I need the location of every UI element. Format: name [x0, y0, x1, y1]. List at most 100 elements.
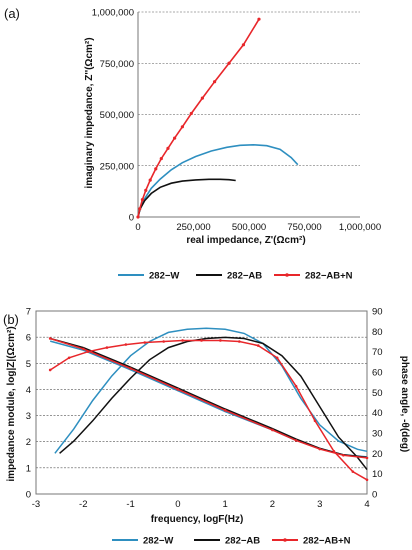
- phase-point: [86, 350, 90, 353]
- series-0: [137, 143, 299, 218]
- left-y-axis-title: impedance module, log|Z|(Ωcm²): [6, 326, 17, 481]
- x-tick-label: -2: [79, 499, 87, 510]
- phase-line: [54, 327, 368, 454]
- left-y-tick-label: 6: [26, 333, 31, 344]
- modulus-point: [176, 388, 180, 391]
- modulus-point: [81, 347, 85, 351]
- left-y-tick-label: 4: [26, 385, 31, 396]
- phase-point: [238, 340, 241, 343]
- right-y-axis-title: phase angle, -θ(deg): [399, 356, 410, 453]
- data-point: [241, 43, 246, 47]
- phase-point: [219, 339, 222, 342]
- right-y-tick-label: 30: [372, 429, 383, 440]
- x-tick-label: 250,000: [176, 222, 210, 233]
- nyquist-plot: (a) imaginary impedance, Z''(Ωcm²) real …: [4, 6, 381, 282]
- data-point: [173, 136, 177, 140]
- x-tick-label: 2: [270, 499, 275, 510]
- plot-frame: [35, 310, 368, 495]
- legend-label: 282−W: [149, 271, 179, 282]
- left-y-tick-label: 2: [26, 437, 31, 448]
- panel-a-label: (a): [4, 6, 20, 21]
- y-tick-label: 750,000: [100, 59, 134, 70]
- legend-item: 282−AB+N: [274, 271, 353, 282]
- phase-point: [275, 356, 279, 360]
- right-y-tick-label: 20: [372, 449, 383, 460]
- gridlines: [138, 11, 360, 167]
- legend: 282−W 282−AB 282−AB+N: [112, 536, 351, 547]
- phase-point: [67, 356, 71, 360]
- data-series: [136, 17, 299, 219]
- data-point: [166, 146, 170, 150]
- series-2: [136, 17, 261, 219]
- modulus-line: [50, 340, 368, 458]
- x-tick-label: 0: [175, 499, 180, 510]
- phase-line: [59, 336, 368, 471]
- legend-item: 282−AB: [196, 271, 262, 282]
- phase-point: [143, 341, 147, 344]
- phase-point: [294, 384, 298, 388]
- y-axis-title: imaginary impedance, Z''(Ωcm²): [84, 37, 95, 188]
- phase-point: [351, 470, 355, 473]
- data-point: [257, 17, 261, 21]
- tick-labels: 00 250,000 250,000 500,000 500,000 750,000 750…: [92, 8, 381, 234]
- modulus-point: [342, 454, 345, 457]
- x-tick-label: 1: [222, 499, 227, 510]
- x-tick-label: 4: [364, 499, 369, 510]
- data-point: [136, 215, 140, 219]
- bode-plot: (b) impedance module, log|Z|(Ωcm²) phase…: [3, 307, 410, 547]
- phase-point: [124, 343, 128, 346]
- legend-item: 282−AB: [194, 536, 260, 547]
- modulus-point: [48, 337, 52, 340]
- series-line: [137, 143, 299, 218]
- x-tick-label: -3: [32, 499, 40, 510]
- right-y-tick-label: 70: [372, 347, 383, 358]
- x-axis-title: real impedance, Z'(Ωcm²): [186, 235, 305, 246]
- legend-item: 282−W: [112, 536, 173, 547]
- left-y-tick-label: 7: [26, 307, 31, 318]
- left-y-tick-label: 3: [26, 411, 31, 422]
- right-y-tick-label: 10: [372, 469, 383, 480]
- series-1: [137, 178, 236, 218]
- right-y-tick-label: 0: [372, 490, 377, 501]
- phase-point: [105, 346, 109, 349]
- x-tick-label: 500,000: [232, 222, 266, 233]
- legend-marker: [285, 273, 289, 277]
- legend-label: 282−AB+N: [305, 271, 353, 282]
- data-point: [227, 61, 231, 65]
- gridlines: [36, 310, 367, 469]
- series-0: [50, 327, 368, 458]
- y-tick-label: 0: [129, 213, 134, 224]
- legend-label: 282−W: [143, 536, 173, 547]
- axes: [35, 310, 368, 495]
- legend-item: 282−W: [118, 271, 179, 282]
- series-line: [137, 178, 236, 218]
- x-tick-label: 0: [135, 222, 140, 233]
- data-point: [189, 111, 193, 116]
- axes: [137, 12, 360, 218]
- data-point: [144, 188, 148, 192]
- modulus-point: [365, 456, 369, 460]
- data-point: [180, 125, 184, 129]
- modulus-point: [271, 428, 274, 432]
- modulus-point: [223, 409, 227, 412]
- y-tick-label: 1,000,000: [92, 8, 134, 19]
- data-point: [148, 178, 152, 182]
- legend-label: 282−AB: [227, 271, 262, 282]
- panel-b-label: (b): [3, 312, 19, 327]
- legend-label: 282−AB: [225, 536, 260, 547]
- data-point: [159, 156, 163, 161]
- right-y-tick-label: 50: [372, 388, 383, 399]
- legend: 282−W 282−AB 282−AB+N: [118, 271, 353, 282]
- x-tick-label: 3: [317, 499, 322, 510]
- phase-point: [162, 340, 165, 343]
- data-point: [140, 197, 145, 202]
- legend-item: 282−AB+N: [272, 536, 351, 547]
- series-line: [137, 18, 260, 218]
- right-y-tick-label: 80: [372, 327, 383, 338]
- data-point: [154, 167, 158, 171]
- modulus-point: [294, 439, 298, 442]
- data-point: [200, 96, 204, 100]
- phase-point: [332, 450, 336, 453]
- x-tick-label: -1: [126, 499, 134, 510]
- legend-label: 282−AB+N: [303, 536, 351, 547]
